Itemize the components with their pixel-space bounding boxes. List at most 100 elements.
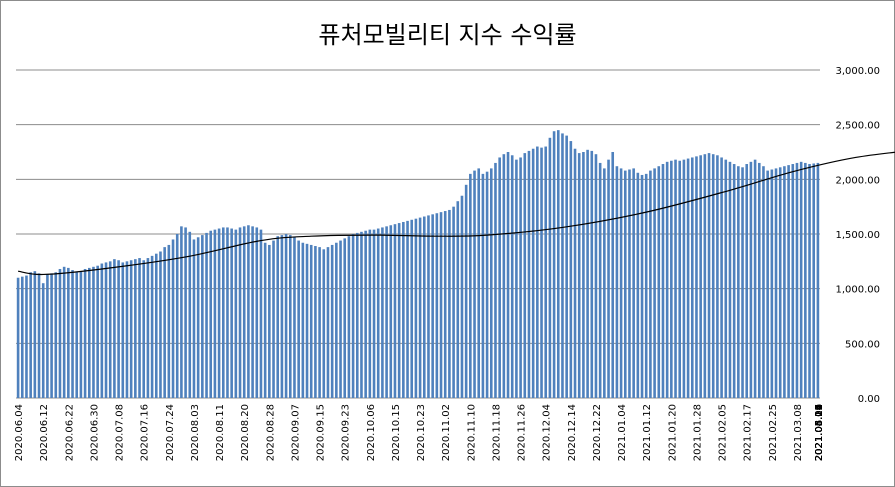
bar — [393, 224, 397, 398]
x-tick-label: 2021.06.02 — [814, 404, 825, 461]
bar — [406, 220, 409, 398]
x-tick-label: 2021.02.17 — [743, 404, 754, 461]
bar — [142, 260, 146, 398]
bar — [196, 237, 200, 398]
bar — [272, 240, 275, 398]
bar — [92, 266, 95, 398]
bar — [531, 148, 535, 398]
x-tick-label: 2021.01.04 — [617, 404, 628, 461]
bar — [787, 165, 790, 398]
x-tick-label: 2021.04.01 — [814, 404, 825, 461]
x-tick-label: 2020.10.15 — [391, 404, 402, 461]
bar — [795, 162, 799, 398]
bar — [489, 168, 493, 398]
bar — [594, 154, 598, 398]
bar — [804, 162, 807, 398]
x-tick-label: 2020.08.28 — [265, 404, 276, 461]
bar — [548, 137, 552, 398]
x-tick-label: 2021.01.28 — [692, 404, 703, 461]
x-tick-label: 2020.09.07 — [290, 404, 301, 461]
x-tick-label: 2020.12.14 — [567, 404, 578, 461]
bar — [770, 169, 774, 398]
bar — [247, 225, 250, 398]
bar — [326, 247, 330, 398]
bar — [188, 231, 192, 398]
bar — [138, 258, 141, 398]
bar — [741, 167, 744, 398]
bar — [695, 156, 698, 398]
bar — [129, 260, 133, 398]
bar — [184, 227, 187, 398]
bar — [134, 259, 137, 398]
bar — [766, 170, 769, 398]
bar — [443, 211, 447, 398]
bar — [16, 277, 20, 398]
bar — [703, 154, 707, 398]
bar — [376, 228, 380, 398]
bar — [586, 149, 589, 398]
x-tick-label: 2020.10.23 — [416, 404, 427, 461]
bar — [757, 162, 761, 398]
x-tick-label: 2020.06.22 — [64, 404, 75, 461]
x-tick-label: 2020.10.06 — [366, 404, 377, 461]
bar — [50, 273, 53, 398]
x-tick-label: 2021.03.08 — [793, 404, 804, 461]
bar — [720, 157, 723, 398]
x-tick-label: 2020.06.04 — [14, 404, 25, 461]
x-tick-label: 2020.08.11 — [215, 404, 226, 461]
bar — [422, 216, 426, 398]
bar — [469, 173, 472, 398]
bar — [565, 135, 568, 398]
bar — [251, 226, 254, 398]
bar — [774, 168, 778, 398]
bar — [113, 259, 116, 398]
bar — [628, 169, 631, 398]
bar — [217, 228, 221, 398]
bar — [762, 166, 765, 398]
bar — [561, 133, 564, 398]
x-tick-label: 2021.03.16 — [814, 404, 825, 461]
bar — [749, 161, 753, 398]
bar — [502, 154, 506, 398]
bar — [146, 258, 150, 398]
bar — [234, 229, 238, 398]
x-tick-label: 2020.08.03 — [190, 404, 201, 461]
bar — [180, 226, 183, 398]
bar — [75, 272, 79, 398]
bar — [339, 240, 342, 398]
bar — [494, 162, 497, 398]
bar-series — [16, 130, 820, 399]
bar — [527, 150, 531, 398]
trend-line — [17, 151, 895, 276]
bar — [536, 146, 539, 398]
y-axis-labels: 0.00 500.00 1,000.00 1,500.00 2,000.00 2,500.… — [835, 66, 880, 405]
bar — [54, 272, 58, 398]
bar — [343, 238, 347, 398]
bar — [355, 232, 359, 398]
bar — [288, 235, 292, 398]
x-tick-label: 2021.05.06 — [814, 404, 825, 461]
bar — [649, 170, 652, 398]
bar — [305, 243, 309, 398]
bar — [33, 271, 37, 398]
bar — [389, 225, 393, 398]
bar — [381, 227, 384, 398]
y-tick-label: 500.00 — [845, 339, 880, 350]
bar — [523, 153, 527, 398]
bar — [125, 261, 129, 398]
bar — [653, 168, 656, 398]
x-tick-label: 2020.07.24 — [165, 404, 176, 461]
bar — [603, 168, 606, 398]
bar — [686, 158, 690, 398]
bar — [485, 171, 489, 398]
bar — [397, 223, 401, 398]
x-tick-label: 2020.12.22 — [592, 404, 603, 461]
bar — [778, 167, 782, 398]
bar — [121, 262, 125, 398]
bar — [448, 209, 451, 398]
bar — [87, 267, 91, 398]
trend-line-group — [17, 151, 895, 276]
bar — [238, 227, 242, 398]
bar — [154, 253, 158, 398]
bar — [799, 161, 803, 398]
